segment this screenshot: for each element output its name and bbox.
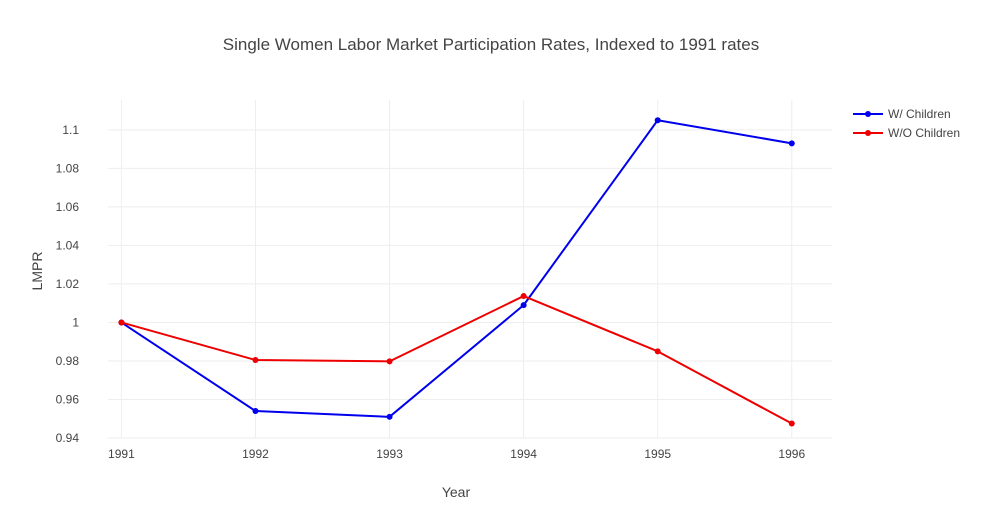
legend: W/ Children W/O Children bbox=[853, 107, 960, 140]
data-point bbox=[118, 319, 125, 326]
series-line bbox=[120, 119, 792, 418]
y-tick-label: 0.94 bbox=[56, 431, 80, 445]
data-point bbox=[520, 293, 527, 300]
legend-label: W/O Children bbox=[888, 126, 960, 140]
data-point bbox=[520, 302, 527, 309]
data-point bbox=[788, 140, 795, 147]
y-axis-title: LMPR bbox=[29, 252, 45, 291]
legend-swatch-marker bbox=[865, 130, 871, 136]
series-1 bbox=[118, 293, 795, 427]
data-point bbox=[654, 117, 661, 124]
legend-label: W/ Children bbox=[888, 107, 951, 121]
y-tick-label: 1 bbox=[72, 315, 79, 329]
chart-title: Single Women Labor Market Participation … bbox=[223, 35, 759, 54]
data-point bbox=[386, 358, 393, 365]
y-tick-label: 0.96 bbox=[56, 392, 80, 406]
data-point bbox=[386, 413, 393, 420]
y-tick-label: 1.1 bbox=[62, 123, 79, 137]
y-tick-label: 0.98 bbox=[56, 354, 80, 368]
legend-swatch-marker bbox=[865, 111, 871, 117]
x-axis-title: Year bbox=[442, 484, 471, 500]
y-tick-label: 1.02 bbox=[56, 277, 80, 291]
y-tick-label: 1.06 bbox=[56, 200, 80, 214]
data-point bbox=[252, 408, 259, 415]
x-tick-label: 1994 bbox=[510, 447, 537, 461]
data-point bbox=[252, 357, 259, 363]
x-tick-label: 1995 bbox=[644, 447, 671, 461]
series-line bbox=[121, 295, 793, 425]
x-tick-label: 1991 bbox=[108, 447, 135, 461]
y-tick-label: 1.08 bbox=[56, 161, 80, 175]
y-tick-label: 1.04 bbox=[56, 238, 80, 252]
x-tick-label: 1993 bbox=[376, 447, 403, 461]
legend-item-0: W/ Children bbox=[853, 107, 951, 121]
grid-layer bbox=[108, 100, 832, 439]
series-0 bbox=[118, 117, 795, 420]
x-tick-label: 1992 bbox=[242, 447, 269, 461]
data-point bbox=[654, 348, 661, 355]
legend-item-1: W/O Children bbox=[853, 126, 960, 140]
tick-layer: 1991 1992 1993 1994 1995 1996 0.94 0.96 0.98 1 1.0… bbox=[56, 123, 806, 461]
x-tick-label: 1996 bbox=[778, 447, 805, 461]
series-layer bbox=[118, 117, 795, 427]
data-point bbox=[788, 420, 795, 427]
